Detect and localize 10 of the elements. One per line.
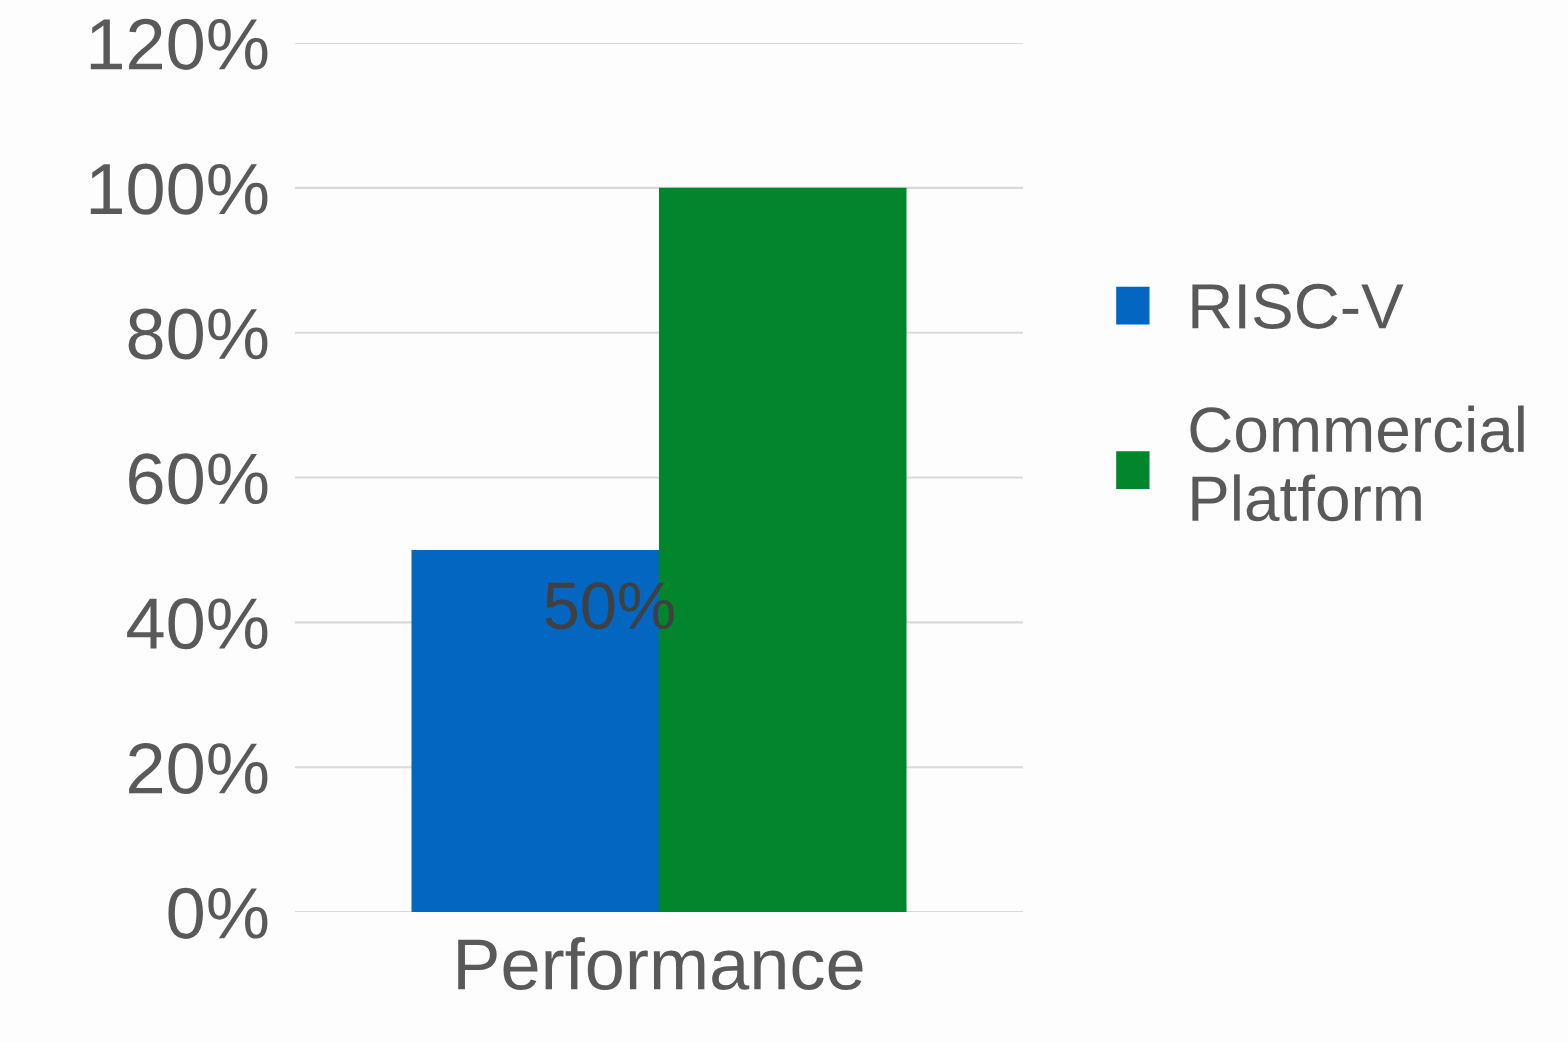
y-tick-label: 100%: [90, 163, 268, 215]
y-tick-label: 20%: [129, 742, 268, 795]
legend-label: RISC-V: [1192, 283, 1404, 329]
y-tick-label: 40%: [127, 598, 268, 650]
x-tick-label: Performance: [458, 937, 863, 991]
y-tick-label: 120%: [90, 18, 268, 70]
y-tick-label: 80%: [128, 308, 268, 360]
y-tick-label: 0%: [168, 887, 268, 939]
y-tick-label: 60%: [129, 453, 268, 505]
legend-label: Commercial Platform: [1190, 405, 1524, 522]
